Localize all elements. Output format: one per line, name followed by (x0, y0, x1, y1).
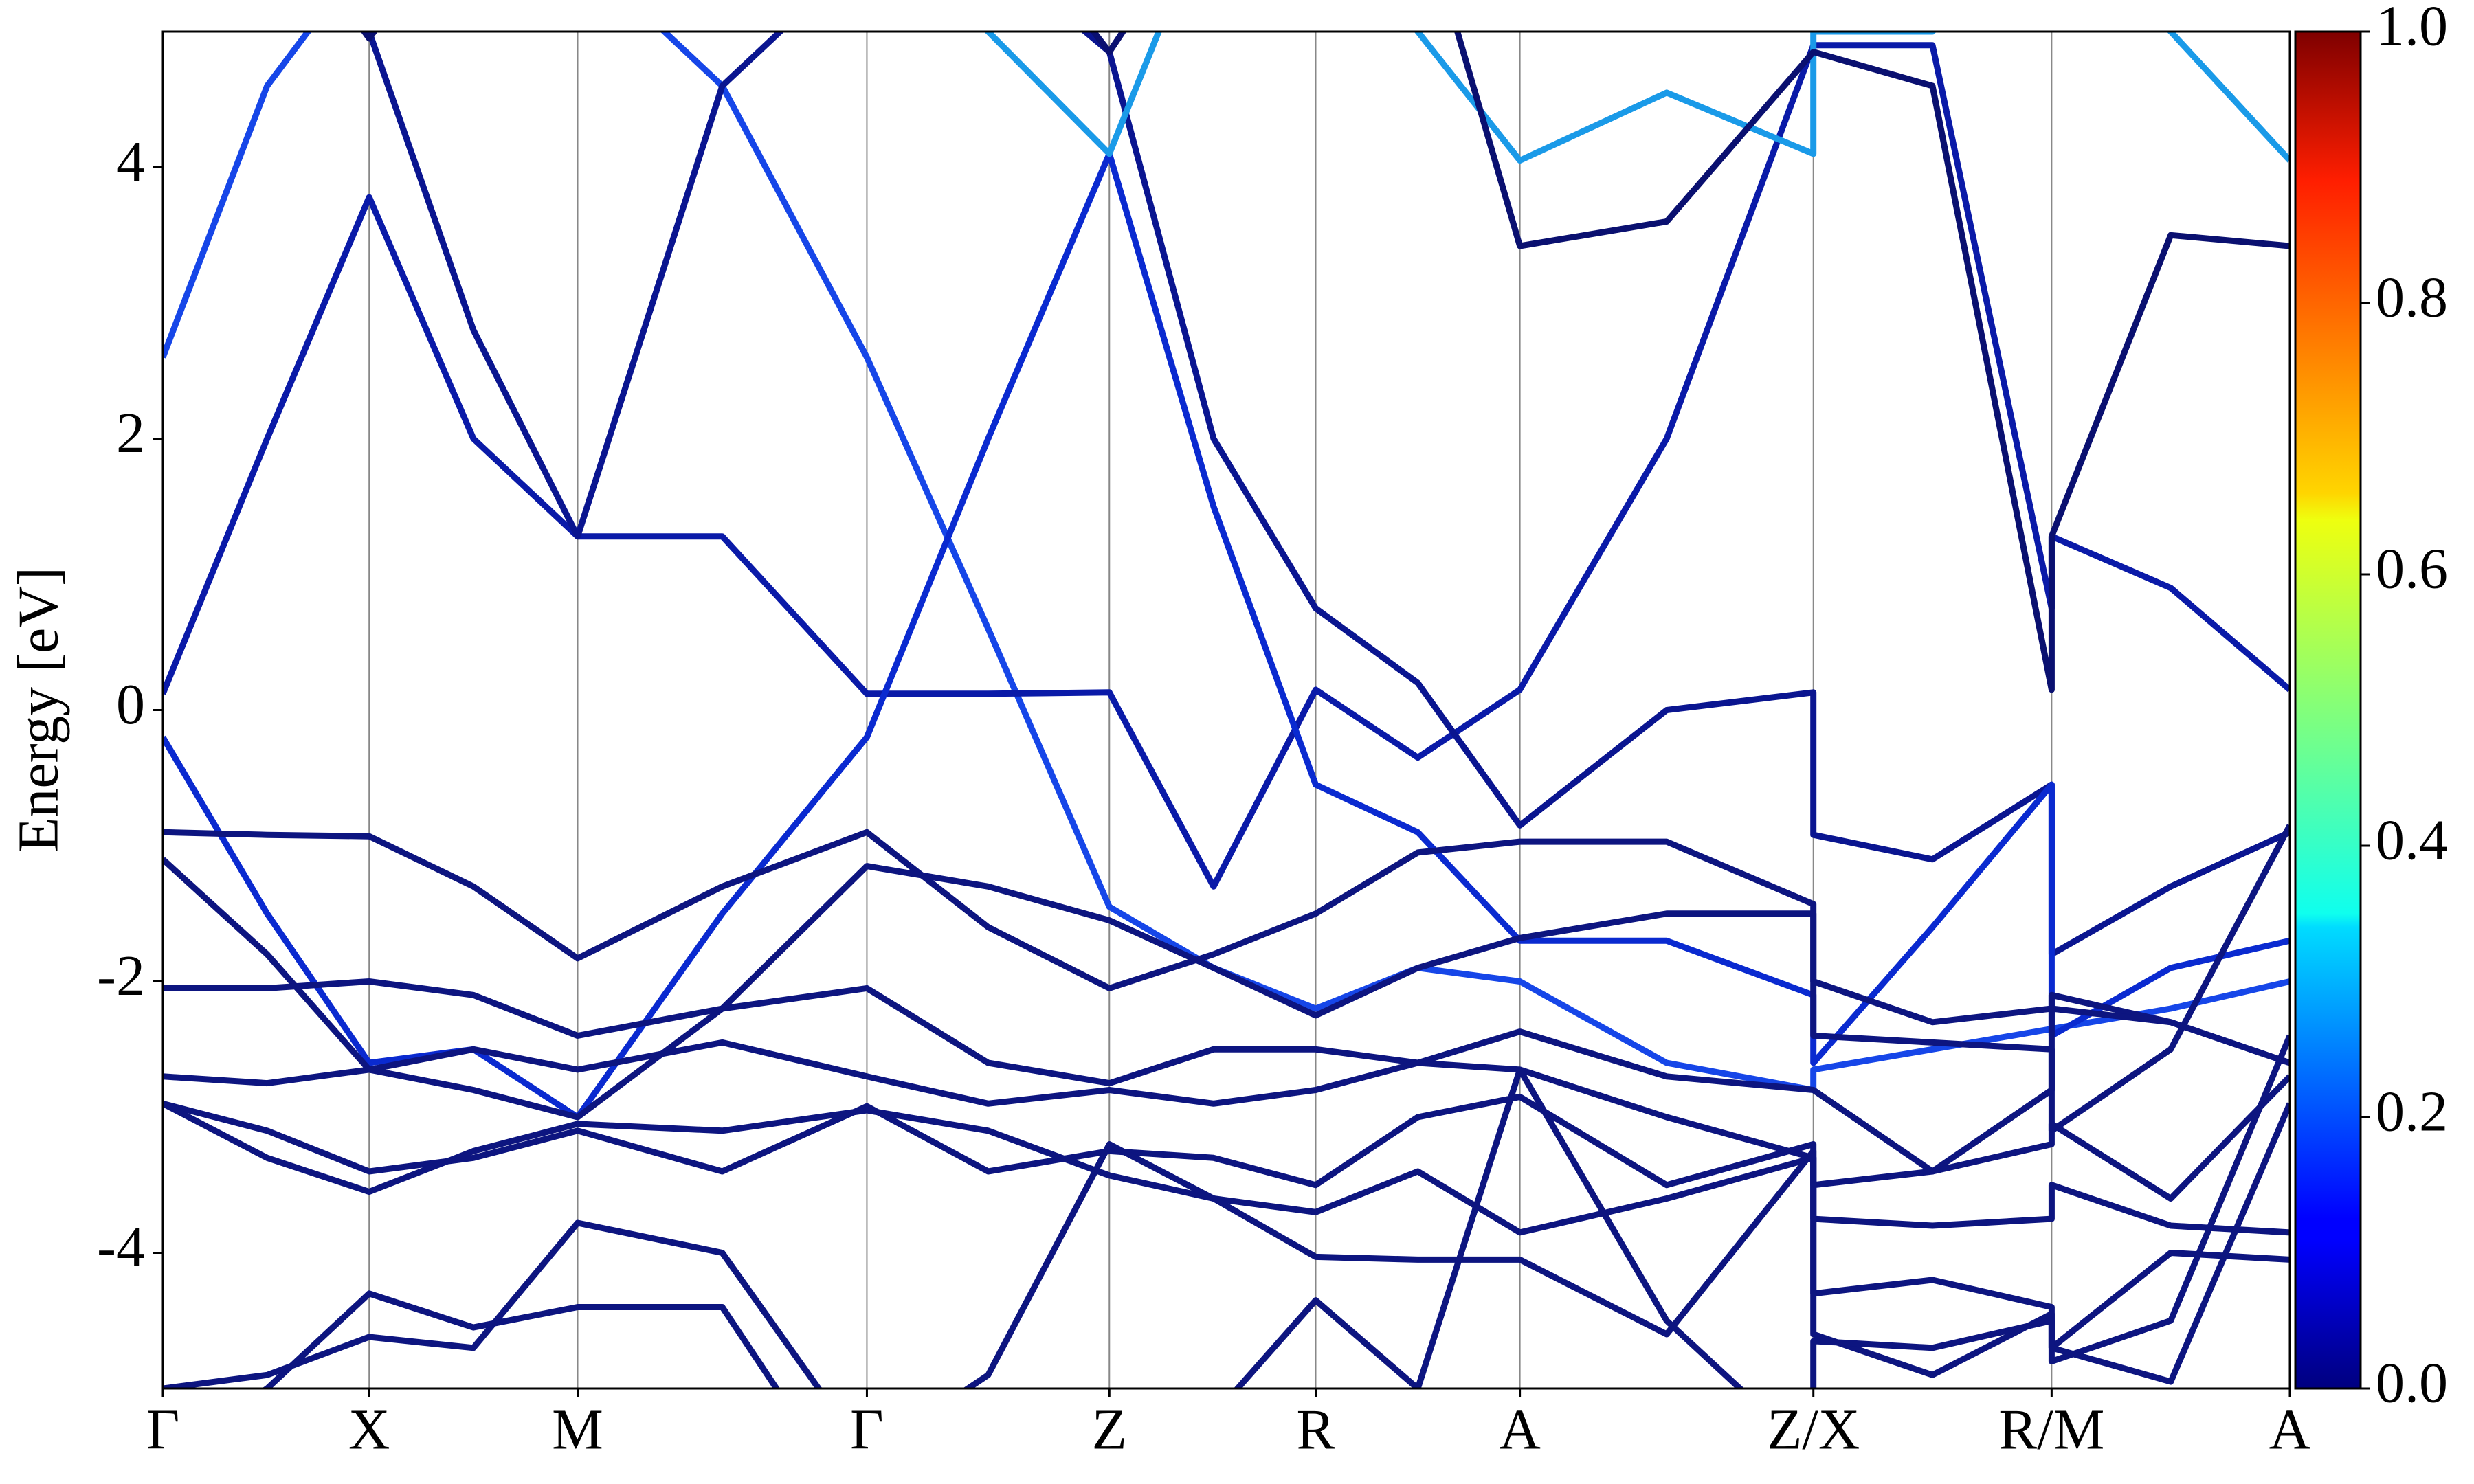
x-tick-label: M (552, 1397, 603, 1461)
y-tick-label: -4 (97, 1215, 145, 1279)
band-line (163, 1093, 2290, 1236)
band-line (357, 32, 2290, 958)
plot-frame (161, 30, 2291, 1390)
x-tick-label: A (2269, 1397, 2311, 1461)
band-line (261, 1066, 2290, 1389)
x-tick-label: Z (1092, 1397, 1127, 1461)
y-tick-label: 4 (116, 130, 145, 194)
band-line (360, 32, 2290, 693)
colorbar-tick-label: 0.4 (2376, 808, 2448, 872)
band-line (163, 978, 2290, 1175)
x-tick-label: R/M (1998, 1397, 2104, 1461)
x-tick-label: Γ (146, 1397, 180, 1461)
y-axis-label: Energy [eV] (6, 567, 70, 853)
colorbar-tick-label: 1.0 (2376, 0, 2448, 58)
band-line (163, 150, 2290, 1121)
y-tick-label: 0 (116, 673, 145, 737)
colorbar (2294, 30, 2362, 1390)
x-tick-label: Γ (850, 1397, 884, 1461)
colorbar-tick-label: 0.0 (2376, 1351, 2448, 1415)
bands (163, 32, 2290, 1389)
band-line (163, 829, 2290, 1066)
y-tick-label: -2 (97, 944, 145, 1008)
band-line (163, 1034, 2290, 1389)
band-line (163, 824, 2290, 1134)
colorbar-tick-label: 0.2 (2376, 1079, 2448, 1143)
colorbar-tick-label: 0.6 (2376, 537, 2448, 600)
band-line (163, 1039, 2290, 1202)
band-line (163, 1101, 2290, 1351)
x-tick-label: R (1296, 1397, 1335, 1461)
x-tick-label: A (1499, 1397, 1541, 1461)
x-tick-label: Z/X (1767, 1397, 1860, 1461)
colorbar-tick-label: 0.8 (2376, 265, 2448, 329)
x-tick-label: X (348, 1397, 390, 1461)
y-tick-label: 2 (116, 401, 145, 465)
band-line (163, 42, 2290, 890)
band-line (983, 32, 2290, 164)
